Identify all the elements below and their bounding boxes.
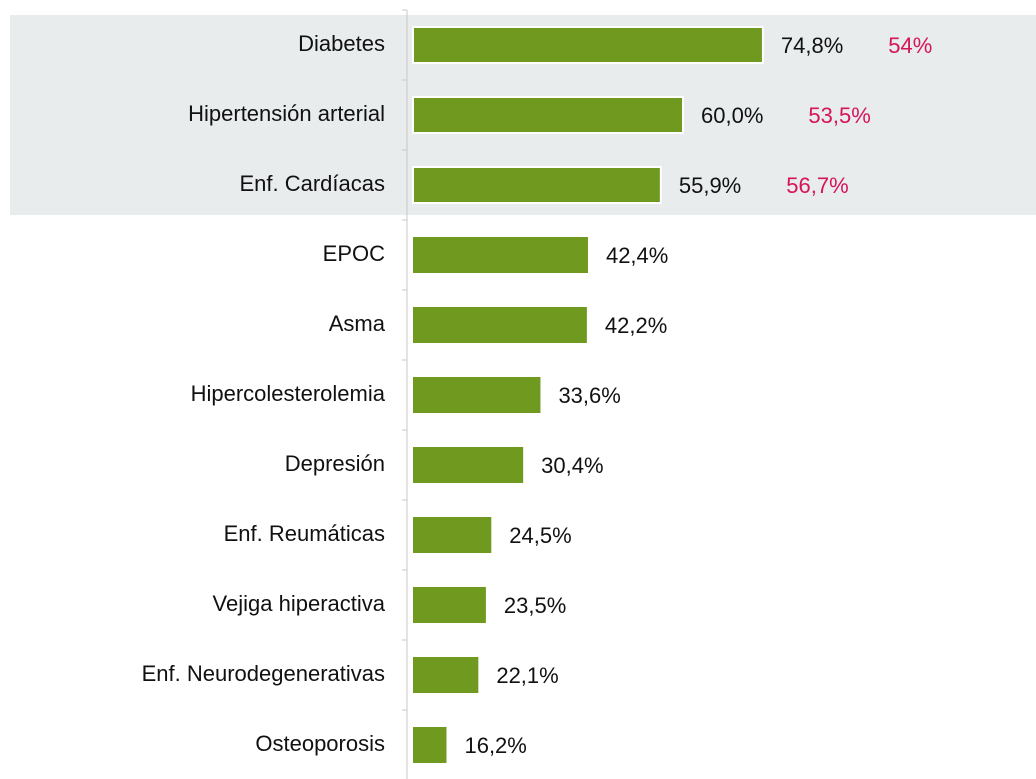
category-label: Hipertensión arterial bbox=[188, 101, 385, 126]
bar bbox=[413, 587, 486, 623]
value-label: 42,4% bbox=[606, 243, 668, 268]
value-label: 24,5% bbox=[509, 523, 571, 548]
bar bbox=[412, 96, 684, 134]
value-label: 16,2% bbox=[464, 733, 526, 758]
value-label: 22,1% bbox=[496, 663, 558, 688]
category-label: Enf. Reumáticas bbox=[224, 521, 385, 546]
value-label: 74,8% bbox=[781, 33, 843, 58]
value-label: 30,4% bbox=[541, 453, 603, 478]
value-label: 60,0% bbox=[701, 103, 763, 128]
category-label: Vejiga hiperactiva bbox=[213, 591, 386, 616]
value-label: 42,2% bbox=[605, 313, 667, 338]
bar bbox=[413, 307, 587, 343]
secondary-value-label: 54% bbox=[888, 33, 932, 58]
category-label: Osteoporosis bbox=[255, 731, 385, 756]
bar bbox=[412, 166, 662, 204]
category-label: Enf. Cardíacas bbox=[239, 171, 385, 196]
category-label: Enf. Neurodegenerativas bbox=[142, 661, 385, 686]
category-label: Hipercolesterolemia bbox=[191, 381, 386, 406]
category-label: Depresión bbox=[285, 451, 385, 476]
bar bbox=[413, 447, 524, 483]
secondary-value-label: 53,5% bbox=[808, 103, 870, 128]
value-label: 23,5% bbox=[504, 593, 566, 618]
category-label: Asma bbox=[329, 311, 386, 336]
bar bbox=[413, 517, 492, 553]
category-label: EPOC bbox=[323, 241, 385, 266]
secondary-value-label: 56,7% bbox=[786, 173, 848, 198]
bar bbox=[413, 377, 541, 413]
value-label: 33,6% bbox=[558, 383, 620, 408]
bar bbox=[413, 237, 588, 273]
bar bbox=[413, 657, 479, 693]
bar bbox=[413, 727, 447, 763]
category-label: Diabetes bbox=[298, 31, 385, 56]
value-label: 55,9% bbox=[679, 173, 741, 198]
bar bbox=[412, 26, 764, 64]
